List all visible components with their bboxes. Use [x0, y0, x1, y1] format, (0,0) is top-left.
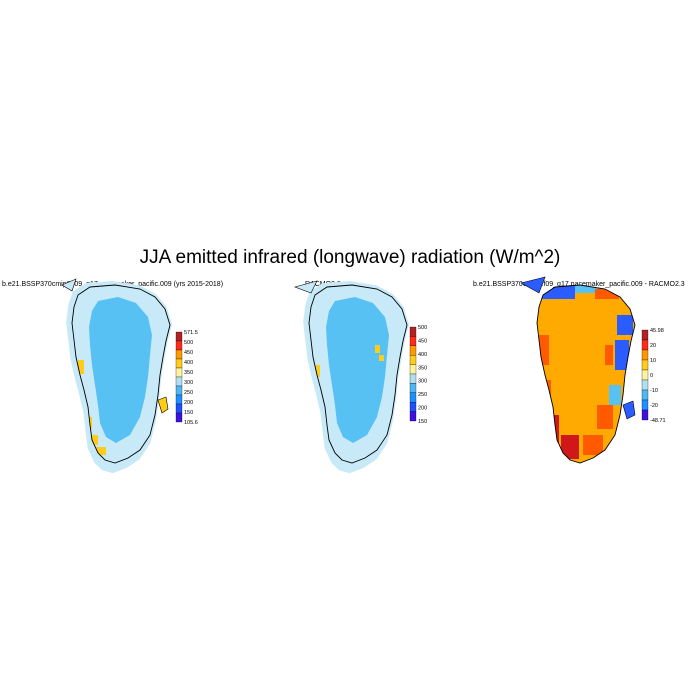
colorbar-tick-label: 350: [184, 370, 193, 376]
colorbar-tick-label: 20: [650, 343, 656, 349]
colorbar-swatch: [641, 329, 649, 341]
colorbar-swatch: [409, 402, 417, 412]
panel-3-title: b.e21.BSSP370cmip6.f09_g17.pacemaker_pac…: [473, 281, 685, 288]
colorbar-swatch: [409, 373, 417, 384]
colorbar-tick-label: 200: [418, 406, 427, 412]
colorbar-tick-label: -20: [650, 403, 658, 409]
colorbar-swatch: [641, 339, 649, 351]
colorbar-swatch: [641, 369, 649, 381]
colorbar-tick-label: 250: [184, 390, 193, 396]
colorbar-swatch: [409, 326, 417, 337]
colorbar-tick-label: 200: [184, 400, 193, 406]
colorbar-tick-label: 150: [418, 419, 427, 425]
colorbar-tick-label: 450: [418, 338, 427, 344]
colorbar-swatch: [641, 399, 649, 411]
colorbar-swatch: [175, 403, 183, 414]
colorbar-tick-label: 10: [650, 358, 656, 364]
colorbar-tick-label: 300: [418, 379, 427, 385]
colorbar-swatch: [641, 359, 649, 371]
warm-margin-cells: [315, 345, 384, 377]
colorbar-tick-label: -48.71: [650, 418, 666, 424]
ellesmere-fragment: [520, 276, 546, 294]
colorbar-tick-label: 250: [418, 392, 427, 398]
colorbar-swatch: [641, 409, 649, 421]
racmo-map: [294, 280, 409, 474]
colorbar-swatch: [175, 349, 183, 360]
model-map: [61, 278, 172, 474]
colorbar-tick-label: 500: [184, 340, 193, 346]
colorbar-swatch: [175, 412, 183, 423]
colorbar-swatch: [409, 336, 417, 346]
colorbar-swatch: [409, 355, 417, 365]
iceland-fragment: [157, 396, 169, 414]
colorbar-tick-label: 500: [418, 325, 427, 331]
ellesmere-fragment: [294, 280, 318, 294]
colorbar-swatch: [175, 394, 183, 405]
colorbar-3: 45.98 20 10 0 -10 -20 -48.71: [641, 328, 666, 424]
colorbar-swatch: [409, 392, 417, 403]
colorbar-swatch: [641, 389, 649, 401]
colorbar-swatch: [641, 349, 649, 361]
colorbar-swatch: [175, 367, 183, 378]
colorbar-tick-label: 300: [184, 380, 193, 386]
colorbar-swatch: [175, 376, 183, 387]
colorbar-tick-label: 150: [184, 410, 193, 416]
colorbar-tick-label: 400: [418, 352, 427, 358]
colorbar-1: 571.5 500 450 400 350 300 250 200 150 105.6: [175, 330, 198, 426]
colorbar-swatch: [409, 411, 417, 422]
iceland-fragment: [622, 400, 636, 420]
colorbar-swatch: [641, 379, 649, 391]
colorbar-swatch: [175, 331, 183, 342]
colorbar-tick-label: 0: [650, 373, 653, 379]
colorbar-swatch: [409, 364, 417, 375]
ellesmere-fragment: [61, 278, 77, 292]
difference-cells: [537, 285, 633, 459]
colorbar-tick-label: 450: [184, 350, 193, 356]
colorbar-tick-label: 45.98: [650, 328, 664, 334]
figure-title: JJA emitted infrared (longwave) radiatio…: [139, 247, 561, 268]
colorbar-swatch: [409, 345, 417, 356]
colorbar-tick-label: -10: [650, 388, 658, 394]
colorbar-swatch: [175, 340, 183, 351]
colorbar-swatch: [175, 358, 183, 369]
colorbar-tick-label: 571.5: [184, 330, 198, 336]
colorbar-2: 500 450 400 350 300 250 200 150: [409, 325, 427, 425]
colorbar-swatch: [409, 383, 417, 393]
colorbar-swatch: [175, 385, 183, 396]
colorbar-tick-label: 350: [418, 365, 427, 371]
difference-map: [520, 276, 636, 464]
colorbar-tick-label: 105.6: [184, 420, 198, 426]
colorbar-tick-label: 400: [184, 360, 193, 366]
